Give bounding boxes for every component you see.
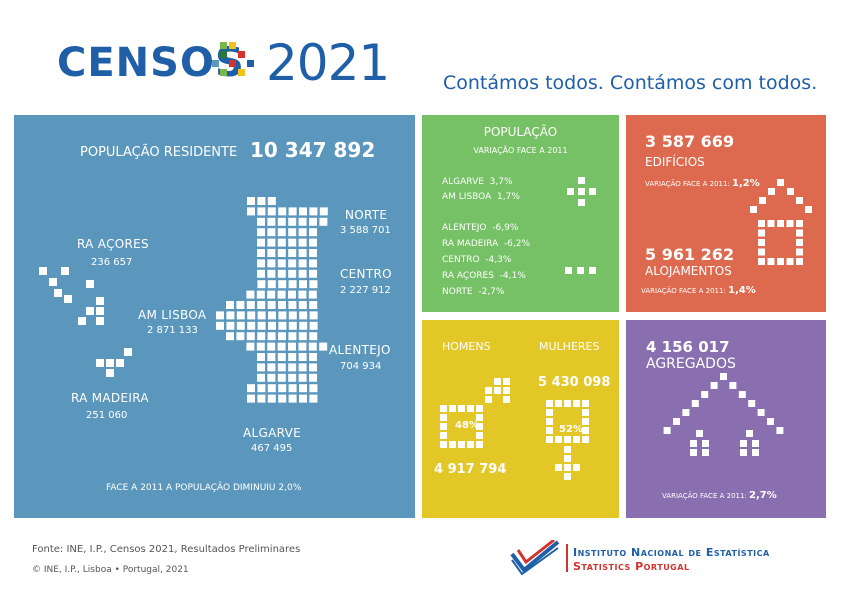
ine-name: Instituto Nacional de Estatística <box>573 546 770 559</box>
var-item: ALENTEJO -6,9% <box>442 223 519 233</box>
var-item: NORTE -2,7% <box>442 287 505 297</box>
household-house-icon <box>663 373 784 456</box>
region-acores-value: 236 657 <box>91 257 133 268</box>
dwellings-value: 5 961 262 <box>645 245 735 264</box>
women-value: 5 430 098 <box>538 375 611 390</box>
men-label: HOMENS <box>442 340 491 353</box>
women-pct: 52% <box>559 424 583 435</box>
ine-logo-icon <box>510 540 560 576</box>
households-panel: 4 156 017 AGREGADOS VARIAÇÃO FACE A 2011… <box>626 320 826 518</box>
copyright-note: © INE, I.P., Lisboa • Portugal, 2021 <box>32 565 189 575</box>
region-acores-name: RA AÇORES <box>77 237 149 251</box>
region-centro-value: 2 227 912 <box>340 285 391 296</box>
households-variation: VARIAÇÃO FACE A 2011: 2,7% <box>662 490 777 501</box>
women-label: MULHERES <box>539 340 600 353</box>
region-algarve-value: 467 495 <box>251 443 293 454</box>
var-item: ALGARVE 3,7% <box>442 177 513 187</box>
buildings-panel: 3 587 669 EDIFÍCIOS VARIAÇÃO FACE A 2011… <box>626 115 826 312</box>
men-pct: 48% <box>455 420 479 431</box>
ine-divider <box>566 544 568 572</box>
dwellings-variation: VARIAÇÃO FACE A 2011: 1,4% <box>641 285 756 296</box>
region-norte-name: NORTE <box>345 208 388 222</box>
region-norte-value: 3 588 701 <box>340 225 391 236</box>
var-item: RA AÇORES -4,1% <box>442 271 526 281</box>
buildings-variation: VARIAÇÃO FACE A 2011: 1,2% <box>645 178 760 189</box>
population-label: POPULAÇÃO RESIDENTE <box>80 145 238 160</box>
female-icon <box>546 400 589 480</box>
var-item: CENTRO -4,3% <box>442 255 512 265</box>
minus-icon <box>565 267 596 274</box>
men-value: 4 917 794 <box>434 462 507 477</box>
region-alentejo-value: 704 934 <box>340 361 382 372</box>
buildings-label: EDIFÍCIOS <box>645 155 705 169</box>
source-note: Fonte: INE, I.P., Censos 2021, Resultado… <box>32 544 301 555</box>
logo-year: 2021 <box>266 34 390 92</box>
var-item: AM LISBOA 1,7% <box>442 192 520 202</box>
households-heading: 4 156 017 AGREGADOS <box>646 338 736 372</box>
gender-panel: HOMENS MULHERES 5 430 098 48% 52% 4 917 … <box>422 320 619 518</box>
region-amlisboa-value: 2 871 133 <box>147 325 198 336</box>
region-alentejo-name: ALENTEJO <box>329 343 391 357</box>
portugal-map-icon <box>39 197 328 403</box>
region-madeira-name: RA MADEIRA <box>71 391 149 405</box>
population-variation-panel: POPULAÇÃO VARIAÇÃO FACE A 2011 ALGARVE 3… <box>422 115 619 312</box>
male-icon <box>440 378 510 448</box>
house-icon <box>750 179 812 265</box>
region-centro-name: CENTRO <box>340 267 392 281</box>
censos-logo-icon <box>212 42 254 76</box>
region-madeira-value: 251 060 <box>86 410 128 421</box>
region-amlisboa-name: AM LISBOA <box>138 308 207 322</box>
variation-subtitle: VARIAÇÃO FACE A 2011 <box>473 146 568 155</box>
ine-name-en: Statistics Portugal <box>573 560 690 573</box>
var-item: RA MADEIRA -6,2% <box>442 239 531 249</box>
plus-icon <box>567 177 596 206</box>
variation-title: POPULAÇÃO <box>483 125 558 139</box>
population-map-panel: POPULAÇÃO RESIDENTE 10 347 892 NORTE 3 5… <box>14 115 415 518</box>
region-algarve-name: ALGARVE <box>243 426 301 440</box>
dwellings-label: ALOJAMENTOS <box>645 264 732 278</box>
buildings-value: 3 587 669 <box>645 132 735 151</box>
tagline: Contámos todos. Contámos com todos. <box>443 72 818 94</box>
population-value: 10 347 892 <box>250 138 376 162</box>
population-change-note: FACE A 2011 A POPULAÇÃO DIMINUIU 2,0% <box>106 483 302 493</box>
